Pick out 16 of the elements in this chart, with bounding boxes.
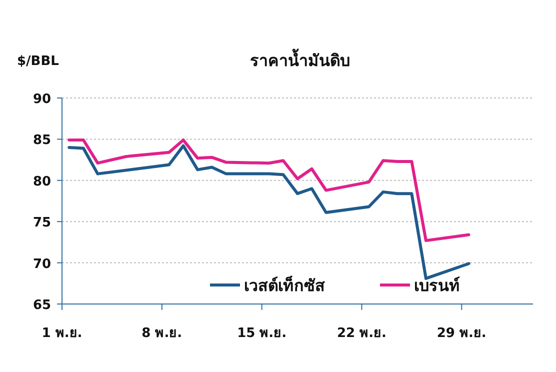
y-tick-label: 65 <box>32 298 52 313</box>
x-tick-label: 1 พ.ย. <box>42 326 82 341</box>
y-tick-label: 80 <box>32 174 52 190</box>
line-series <box>68 138 470 242</box>
y-tick-label: 70 <box>32 256 52 272</box>
y-axis-title: $/BBL <box>17 54 59 69</box>
legend-label: เบรนท์ <box>414 276 460 295</box>
x-tick-label: 8 พ.ย. <box>142 326 182 341</box>
chart-title: ราคาน้ำมันดิบ <box>250 48 350 70</box>
y-tick-label: 75 <box>32 216 52 231</box>
x-tick-label: 29 พ.ย. <box>436 326 486 341</box>
x-tick-label: 15 พ.ย. <box>237 326 287 341</box>
y-tick-label: 90 <box>32 92 52 107</box>
x-tick-label: 22 พ.ย. <box>336 326 386 341</box>
legend-label: เวสต์เท็กซัส <box>244 274 325 295</box>
y-tick-label: 85 <box>32 133 52 148</box>
